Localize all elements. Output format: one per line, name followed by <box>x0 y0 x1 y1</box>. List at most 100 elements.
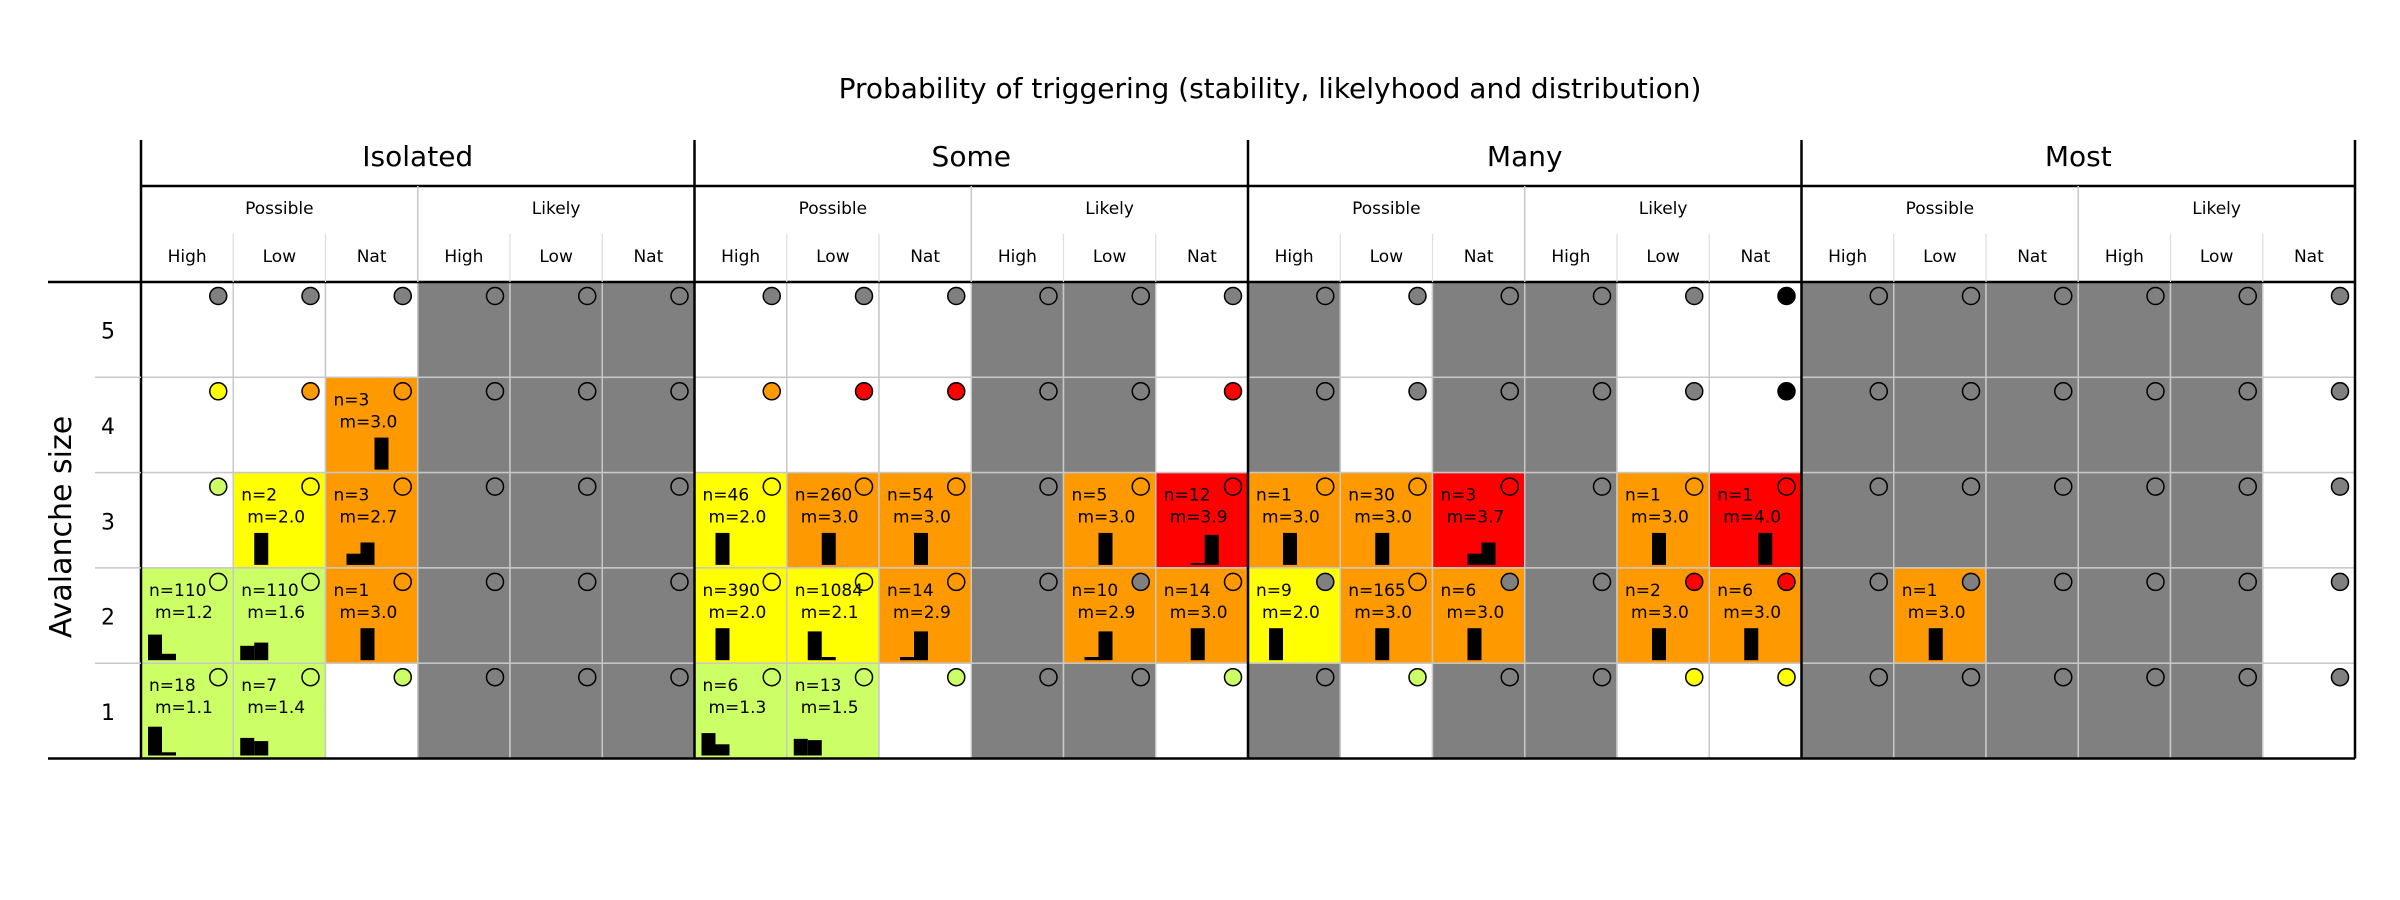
stability-label-low: Low <box>2200 247 2234 267</box>
cell-mean-label: m=1.6 <box>247 603 305 623</box>
cell-marker-circle <box>670 572 689 592</box>
cell-marker-circle <box>301 477 320 496</box>
cell-count-label: n=1 <box>334 581 370 601</box>
cell-mean-label: m=3.0 <box>1078 508 1136 528</box>
matrix-cell <box>1062 281 1157 379</box>
cell-marker-circle <box>485 382 505 401</box>
stability-label-low: Low <box>539 247 573 267</box>
cell-marker-circle <box>1592 667 1612 687</box>
cell-marker-circle <box>578 572 597 592</box>
cell-marker-circle <box>1408 286 1427 306</box>
cell-marker-circle <box>578 667 597 687</box>
cell-marker-circle <box>762 477 781 496</box>
histogram-bar <box>240 645 255 661</box>
likelihood-label-likely: Likely <box>1085 199 1134 219</box>
matrix-cell <box>2077 376 2172 474</box>
matrix-cell <box>1985 567 2079 664</box>
histogram-bar <box>254 532 269 565</box>
histogram-bar <box>1375 628 1390 661</box>
matrix-cell <box>1247 662 1341 760</box>
histogram-bar <box>1084 657 1099 661</box>
matrix-cell <box>1524 471 1618 569</box>
cell-marker-circle <box>1961 477 1981 496</box>
cell-marker-circle <box>578 286 597 306</box>
cell-marker-circle <box>1869 382 1888 401</box>
cell-marker-circle <box>2330 286 2350 306</box>
matrix-cell <box>509 662 603 760</box>
cell-marker-circle <box>2330 667 2350 687</box>
cell-marker-circle <box>485 572 505 592</box>
cell-marker-circle <box>301 286 320 306</box>
cell-marker-circle <box>209 572 228 592</box>
cell-mean-label: m=3.0 <box>1170 603 1228 623</box>
cell-marker-circle <box>485 477 505 496</box>
cell-marker-circle <box>1777 572 1796 592</box>
stability-label-high: High <box>1275 247 1314 267</box>
cell-count-label: n=12 <box>1164 486 1211 506</box>
likelihood-label-likely: Likely <box>2192 199 2241 219</box>
histogram-bar <box>914 631 928 661</box>
matrix-cell <box>2169 281 2264 379</box>
cell-mean-label: m=3.0 <box>1447 603 1505 623</box>
y-tick-label: 4 <box>101 415 115 440</box>
matrix-cell <box>509 471 603 569</box>
histogram-bar <box>254 642 269 661</box>
cell-count-label: n=165 <box>1348 581 1405 601</box>
cell-marker-circle <box>1316 477 1335 496</box>
cell-marker-circle <box>393 286 412 306</box>
cell-count-label: n=54 <box>887 486 934 506</box>
stability-label-nat: Nat <box>910 247 940 267</box>
y-tick-label: 5 <box>101 320 115 345</box>
cell-marker-circle <box>1500 477 1519 496</box>
cell-mean-label: m=1.3 <box>709 698 767 718</box>
cell-mean-label: m=3.0 <box>1354 508 1412 528</box>
cell-count-label: n=6 <box>1717 581 1753 601</box>
y-axis-label: Avalanche size <box>44 416 79 638</box>
cell-marker-circle <box>578 382 597 401</box>
cell-count-label: n=14 <box>887 581 934 601</box>
cell-marker-circle <box>1408 572 1427 592</box>
group-label-most: Most <box>2045 140 2112 173</box>
histogram-bar <box>715 532 730 565</box>
cell-marker-circle <box>485 667 505 687</box>
stability-label-nat: Nat <box>1740 247 1770 267</box>
matrix-cell <box>2077 281 2172 379</box>
matrix-cell <box>1431 281 1526 379</box>
cell-marker-circle <box>854 286 874 306</box>
stability-label-low: Low <box>1923 247 1957 267</box>
cell-marker-circle <box>1408 382 1427 401</box>
histogram-bar <box>360 628 375 661</box>
cell-marker-circle <box>1039 382 1058 401</box>
cell-mean-label: m=3.0 <box>340 412 398 432</box>
cell-mean-label: m=3.0 <box>1354 603 1412 623</box>
cell-marker-circle <box>1039 667 1058 687</box>
stability-label-high: High <box>1551 247 1590 267</box>
matrix-cell <box>417 567 511 664</box>
cell-marker-circle <box>2054 286 2073 306</box>
cell-marker-circle <box>854 382 874 401</box>
matrix-cell <box>1893 662 1987 760</box>
histogram-bar <box>1204 534 1219 565</box>
cell-marker-circle <box>2146 382 2165 401</box>
matrix-cell <box>601 567 696 664</box>
cell-marker-circle <box>2146 667 2165 687</box>
group-label-some: Some <box>932 140 1011 173</box>
matrix-cell <box>2077 662 2172 760</box>
cell-marker-circle <box>670 286 689 306</box>
cell-marker-circle <box>1316 572 1335 592</box>
cell-marker-circle <box>1592 286 1612 306</box>
histogram-bar <box>346 553 361 565</box>
cell-marker-circle <box>1777 382 1796 401</box>
cell-marker-circle <box>2146 572 2165 592</box>
cell-mean-label: m=3.9 <box>1170 508 1228 528</box>
cell-marker-circle <box>209 667 228 687</box>
cell-marker-circle <box>1223 286 1243 306</box>
matrix-cell <box>1893 376 1987 474</box>
histogram-bar <box>1375 532 1390 565</box>
cell-marker-circle <box>393 572 412 592</box>
matrix-cell <box>1985 471 2079 569</box>
cell-marker-circle <box>1039 286 1058 306</box>
cell-count-label: n=3 <box>334 486 370 506</box>
cell-marker-circle <box>1408 477 1427 496</box>
matrix-cell <box>1985 281 2079 379</box>
